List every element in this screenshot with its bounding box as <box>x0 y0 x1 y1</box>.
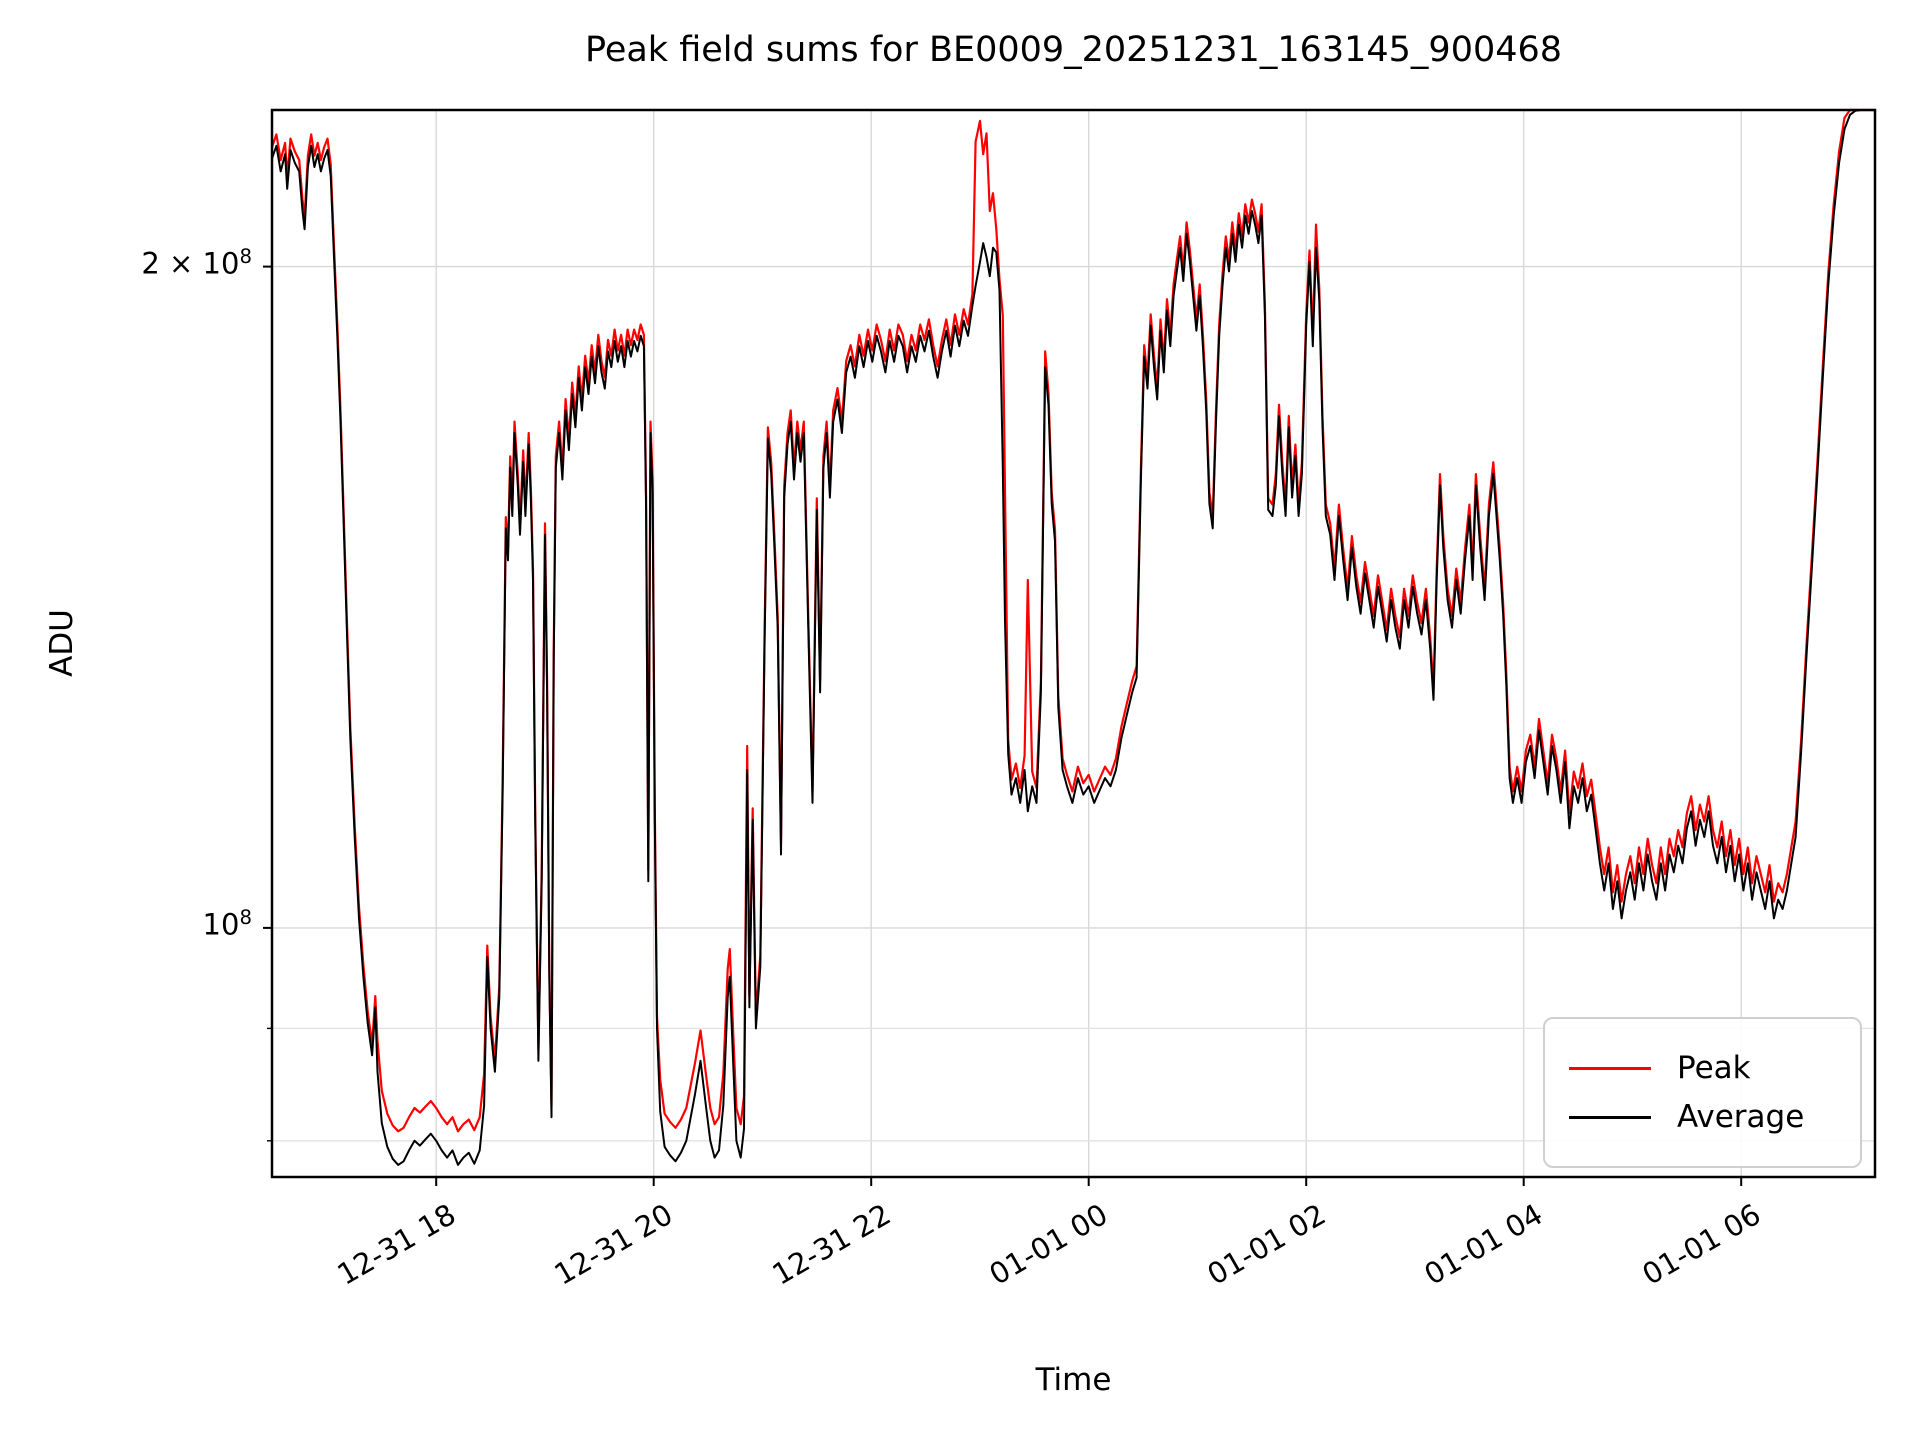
chart-title: Peak field sums for BE0009_20251231_1631… <box>584 30 1563 70</box>
y-tick-label: 108 <box>202 905 252 942</box>
legend-label-average: Average <box>1677 1098 1805 1135</box>
legend: Peak Average <box>1543 1017 1862 1168</box>
average-series-line <box>271 109 1875 1166</box>
peak-series-line <box>270 108 1875 1133</box>
average-line-swatch <box>1569 1115 1651 1119</box>
y-tick-label: 2 × 108 <box>141 244 252 281</box>
x-axis-label: Time <box>1035 1362 1112 1398</box>
legend-item-peak: Peak <box>1569 1049 1836 1086</box>
legend-label-peak: Peak <box>1677 1049 1751 1086</box>
legend-item-average: Average <box>1569 1098 1836 1135</box>
axes-frame <box>270 108 1877 1179</box>
peak-line-swatch <box>1569 1066 1651 1070</box>
